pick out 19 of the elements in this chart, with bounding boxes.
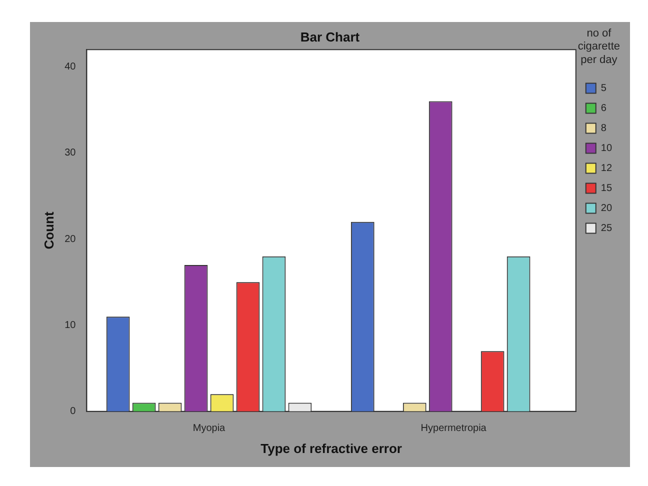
y-axis-title: Count: [41, 211, 56, 250]
legend-label: 5: [600, 82, 607, 94]
chart-title: Bar Chart: [300, 29, 360, 44]
legend-label: 6: [600, 102, 607, 114]
x-tick-label: Myopia: [192, 423, 226, 434]
legend-label: 12: [600, 162, 612, 174]
legend-label: 10: [600, 142, 612, 154]
y-tick-label: 30: [64, 148, 76, 159]
legend-title: no of cigarette per day: [578, 28, 620, 66]
legend-label: 25: [600, 222, 612, 234]
y-tick-label: 0: [70, 406, 76, 418]
y-tick-label: 40: [64, 62, 76, 73]
y-tick-label: 20: [64, 234, 76, 245]
y-tick-label: 10: [64, 320, 76, 332]
legend-label: 15: [600, 182, 612, 194]
x-axis-title: Type of refractive error: [260, 440, 402, 456]
legend-label: 8: [600, 122, 607, 134]
legend-label: 20: [600, 202, 612, 214]
x-tick-label: Hypermetropia: [420, 423, 487, 434]
